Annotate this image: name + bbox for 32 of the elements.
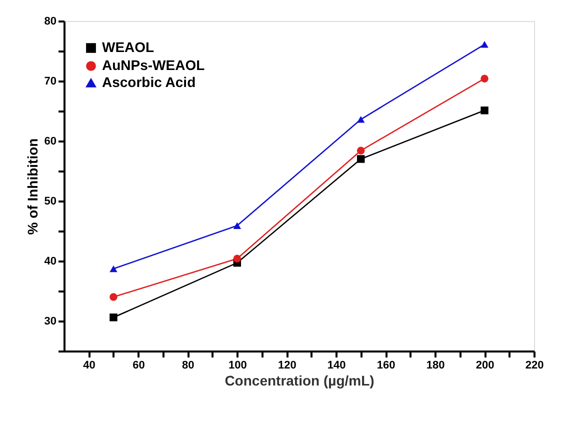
point xyxy=(356,116,365,123)
x-tick-label: 140 xyxy=(327,360,346,372)
x-tick-label: 80 xyxy=(182,360,194,372)
y-tick-label: 60 xyxy=(44,136,56,148)
x-axis-title: Concentration (µg/mL) xyxy=(224,372,374,388)
y-axis-title: % of Inhibition xyxy=(24,138,40,235)
point xyxy=(480,74,488,82)
x-tick-label: 40 xyxy=(83,360,96,372)
x-tick-label: 100 xyxy=(228,360,247,372)
point xyxy=(110,293,118,301)
x-tick-label: 60 xyxy=(132,360,145,372)
y-tick-label: 50 xyxy=(44,196,56,208)
point xyxy=(356,155,365,163)
x-tick-label: 220 xyxy=(525,360,544,372)
y-tick-label: 70 xyxy=(44,76,56,88)
legend-label: AuNPs-WEAOL xyxy=(102,57,206,73)
legend-label: Ascorbic Acid xyxy=(102,74,196,90)
point xyxy=(233,254,242,262)
x-tick-label: 180 xyxy=(426,360,445,372)
point xyxy=(356,146,365,154)
y-tick-label: 80 xyxy=(44,16,56,28)
x-tick-label: 120 xyxy=(278,360,296,372)
legend-label: WEAOL xyxy=(102,39,155,55)
y-tick-label: 40 xyxy=(44,256,56,268)
y-tick-label: 30 xyxy=(44,316,56,328)
point xyxy=(480,106,488,114)
point xyxy=(110,314,118,322)
point xyxy=(233,222,242,229)
point xyxy=(110,265,118,272)
x-tick-label: 200 xyxy=(476,360,494,372)
x-tick-label: 160 xyxy=(376,360,396,372)
point xyxy=(480,41,488,48)
